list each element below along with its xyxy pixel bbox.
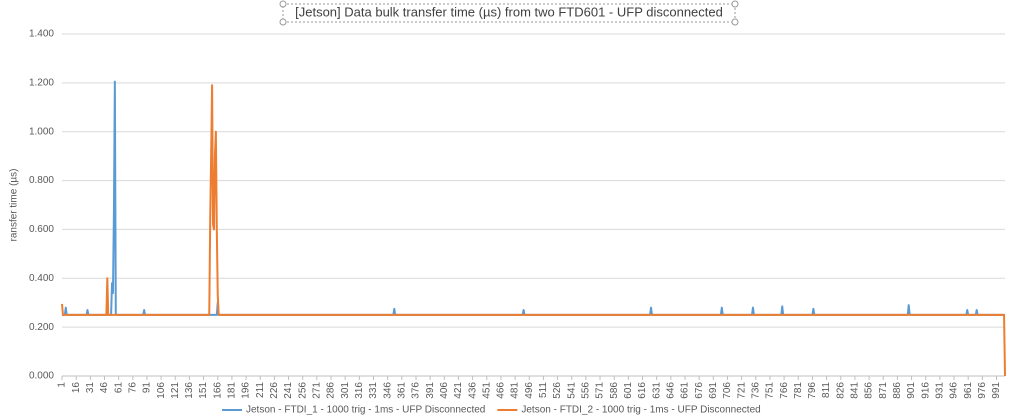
x-tick-label: 91: [142, 382, 153, 394]
x-tick-label: 706: [722, 382, 733, 399]
x-tick-label: 181: [227, 382, 238, 399]
x-tick-label: 496: [524, 382, 535, 399]
x-tick-label: 241: [283, 382, 294, 399]
x-tick-label: 46: [99, 382, 110, 394]
x-tick-label: 481: [510, 382, 521, 399]
x-tick-label: 226: [269, 382, 280, 399]
legend-label: Jetson - FTDI_1 - 1000 trig - 1ms - UFP …: [246, 405, 485, 416]
x-tick-label: 166: [212, 382, 223, 399]
title-frame: [282, 3, 736, 23]
y-tick-label: 0.000: [29, 371, 54, 382]
x-tick-label: 946: [949, 382, 960, 399]
series-line: [61, 84, 1006, 377]
x-tick-label: 376: [411, 382, 422, 399]
x-tick-label: 16: [71, 382, 82, 394]
x-tick-label: 436: [467, 382, 478, 399]
x-tick-label: 661: [680, 382, 691, 399]
x-tick-label: 556: [581, 382, 592, 399]
x-tick-label: 361: [396, 382, 407, 399]
x-tick-label: 961: [963, 382, 974, 399]
x-tick-label: 916: [920, 382, 931, 399]
x-tick-label: 976: [977, 382, 988, 399]
x-tick-label: 676: [694, 382, 705, 399]
x-tick-label: 511: [538, 382, 549, 398]
x-tick-label: 616: [637, 382, 648, 399]
x-tick-label: 76: [127, 382, 138, 394]
x-tick-label: 796: [807, 382, 818, 399]
x-tick-label: 271: [312, 382, 323, 399]
x-tick-label: 391: [425, 382, 436, 399]
x-tick-label: 646: [665, 382, 676, 399]
chart-title: [Jetson] Data bulk transfer time (µs) fr…: [295, 4, 723, 19]
x-tick-label: 841: [850, 382, 861, 399]
series-line: [61, 80, 1006, 316]
x-tick-label: 736: [750, 382, 761, 399]
x-tick-label: 31: [85, 382, 96, 394]
x-tick-label: 316: [354, 382, 365, 399]
y-tick-label: 0.200: [29, 322, 54, 333]
x-tick-label: 211: [255, 382, 266, 398]
x-tick-label: 121: [170, 382, 181, 399]
x-tick-label: 346: [382, 382, 393, 399]
x-tick-label: 541: [566, 382, 577, 399]
x-tick-label: 781: [793, 382, 804, 399]
y-axis-title: ransfer time (µs): [9, 169, 20, 242]
x-tick-label: 826: [835, 382, 846, 399]
legend-label: Jetson - FTDI_2 - 1000 trig - 1ms - UFP …: [521, 405, 760, 416]
x-tick-label: 901: [906, 382, 917, 399]
x-tick-label: 301: [340, 382, 351, 399]
x-tick-label: 871: [878, 382, 889, 399]
x-tick-label: 601: [623, 382, 634, 399]
x-tick-label: 586: [609, 382, 620, 399]
x-tick-label: 991: [991, 382, 1002, 399]
selection-handles: [279, 0, 739, 26]
x-tick-label: 331: [368, 382, 379, 399]
x-tick-label: 631: [651, 382, 662, 399]
y-tick-label: 0.800: [29, 175, 54, 186]
x-tick-label: 406: [439, 382, 450, 399]
y-tick-label: 1.400: [29, 29, 54, 40]
x-tick-label: 256: [297, 382, 308, 399]
x-tick-label: 151: [198, 382, 209, 399]
x-tick-label: 571: [595, 382, 606, 399]
y-tick-label: 1.000: [29, 126, 54, 137]
x-tick-label: 931: [935, 382, 946, 399]
x-tick-label: 61: [113, 382, 124, 394]
x-tick-label: 886: [892, 382, 903, 399]
y-tick-label: 0.600: [29, 224, 54, 235]
x-tick-label: 811: [821, 382, 832, 398]
x-tick-label: 106: [156, 382, 167, 399]
x-tick-label: 751: [765, 382, 776, 399]
x-tick-label: 451: [481, 382, 492, 399]
x-tick-label: 136: [184, 382, 195, 399]
x-tick-label: 766: [779, 382, 790, 399]
x-tick-label: 856: [864, 382, 875, 399]
y-tick-label: 0.400: [29, 273, 54, 284]
x-tick-label: 721: [736, 382, 747, 399]
x-tick-label: 526: [552, 382, 563, 399]
y-tick-label: 1.200: [29, 77, 54, 88]
x-tick-label: 196: [241, 382, 252, 399]
x-tick-label: 466: [496, 382, 507, 399]
x-tick-label: 1: [57, 382, 68, 388]
x-tick-label: 421: [453, 382, 464, 399]
x-tick-label: 691: [708, 382, 719, 399]
x-tick-label: 286: [326, 382, 337, 399]
